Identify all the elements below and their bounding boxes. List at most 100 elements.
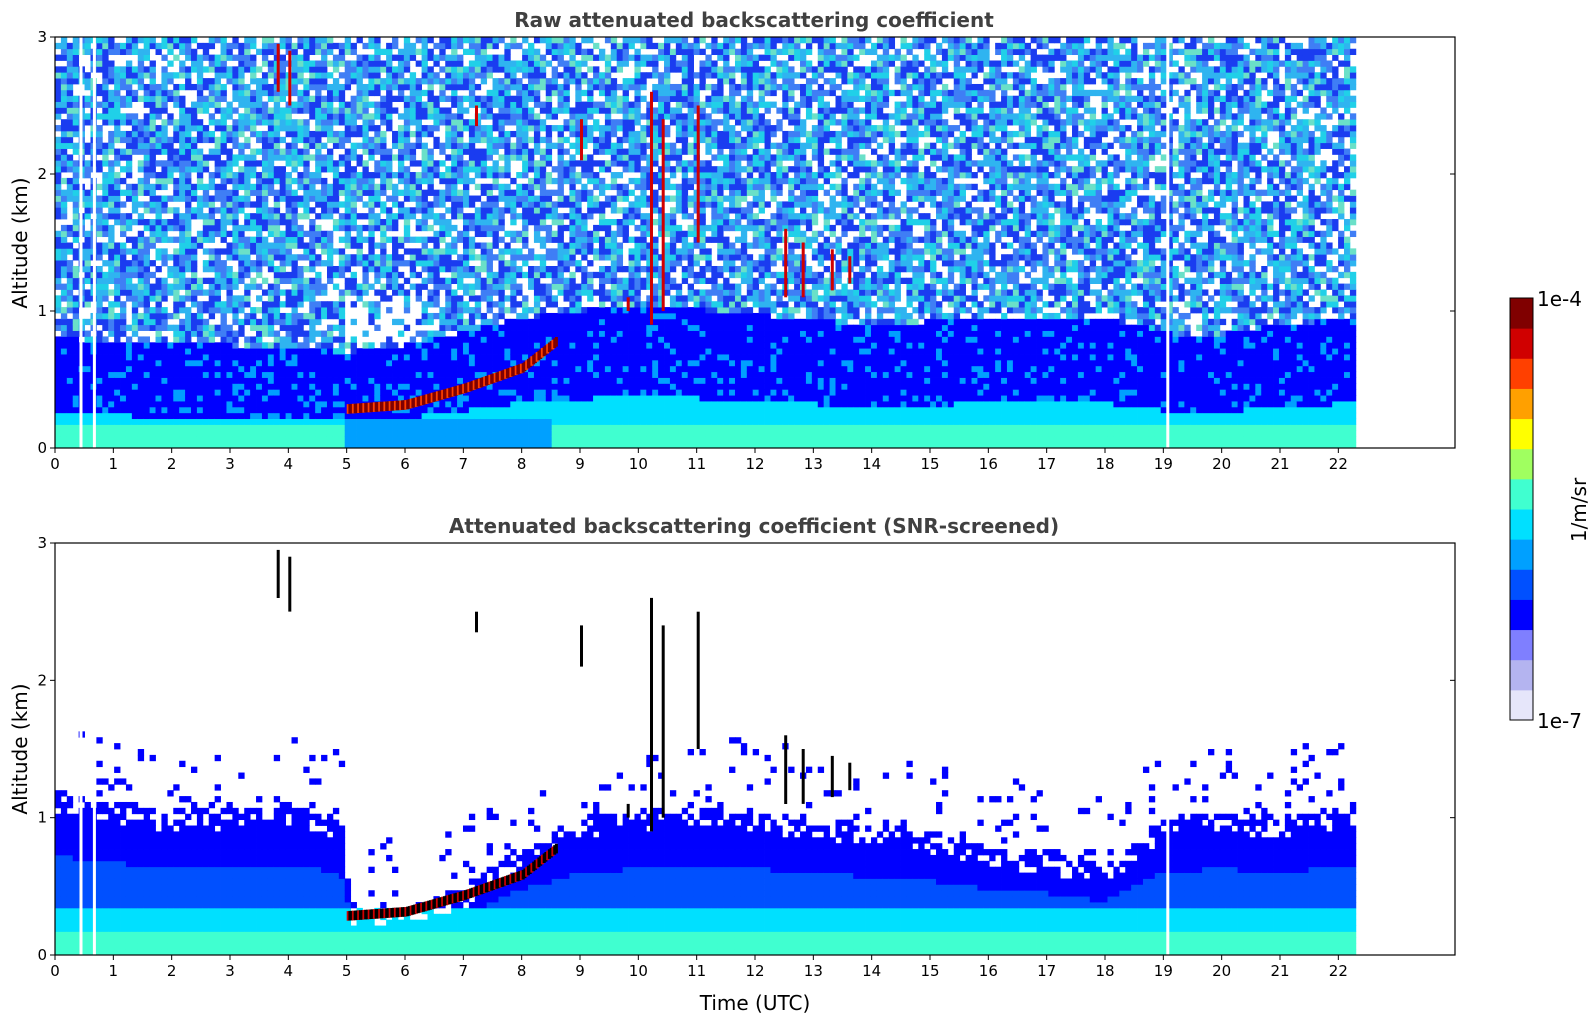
heatmap-cell: [439, 254, 445, 260]
heatmap-cell: [475, 430, 481, 436]
heatmap-cell: [274, 389, 280, 395]
heatmap-cell: [404, 425, 410, 431]
heatmap-cell: [481, 243, 487, 249]
heatmap-cell: [498, 383, 504, 389]
heatmap-cell: [516, 143, 522, 149]
heatmap-cell: [61, 160, 67, 166]
heatmap-cell: [274, 107, 280, 113]
heatmap-cell: [114, 154, 120, 160]
heatmap-cell: [108, 196, 114, 202]
heatmap-cell: [416, 237, 422, 243]
heatmap-cell: [96, 272, 102, 278]
heatmap-cell: [280, 301, 286, 307]
heatmap-cell: [167, 436, 173, 442]
heatmap-cell: [333, 84, 339, 90]
heatmap-cell: [327, 201, 333, 207]
heatmap-cell: [410, 237, 416, 243]
heatmap-cell: [203, 278, 209, 284]
heatmap-cell: [161, 372, 167, 378]
heatmap-cell: [345, 184, 351, 190]
heatmap-cell: [173, 154, 179, 160]
heatmap-cell: [132, 254, 138, 260]
heatmap-cell: [339, 49, 345, 55]
heatmap-cell: [150, 166, 156, 172]
heatmap-cell: [286, 125, 292, 131]
heatmap-cell: [510, 342, 516, 348]
heatmap-cell: [156, 389, 162, 395]
heatmap-cell: [221, 125, 227, 131]
heatmap-cell: [546, 366, 552, 372]
heatmap-cell: [156, 348, 162, 354]
heatmap-cell: [185, 131, 191, 137]
heatmap-cell: [138, 289, 144, 295]
heatmap-cell: [534, 166, 540, 172]
heatmap-cell: [102, 348, 108, 354]
heatmap-cell: [156, 137, 162, 143]
heatmap-cell: [144, 84, 150, 90]
heatmap-cell: [221, 301, 227, 307]
heatmap-cell: [534, 289, 540, 295]
heatmap-cell: [404, 378, 410, 384]
heatmap-cell: [297, 72, 303, 78]
heatmap-cell: [552, 55, 558, 61]
heatmap-cell: [144, 154, 150, 160]
heatmap-cell: [161, 102, 167, 108]
heatmap-cell: [481, 43, 487, 49]
heatmap-cell: [558, 154, 564, 160]
heatmap-cell: [138, 295, 144, 301]
heatmap-cell: [150, 154, 156, 160]
heatmap-cell: [475, 307, 481, 313]
heatmap-cell: [516, 231, 522, 237]
heatmap-cell: [528, 378, 534, 384]
heatmap-cell: [67, 301, 73, 307]
heatmap-cell: [61, 178, 67, 184]
heatmap-cell: [552, 272, 558, 278]
heatmap-cell: [274, 137, 280, 143]
heatmap-cell: [138, 254, 144, 260]
heatmap-cell: [215, 278, 221, 284]
heatmap-cell: [203, 102, 209, 108]
heatmap-cell: [493, 313, 499, 319]
heatmap-cell: [469, 413, 475, 419]
heatmap-cell: [303, 166, 309, 172]
heatmap-cell: [398, 137, 404, 143]
heatmap-cell: [404, 125, 410, 131]
heatmap-cell: [380, 260, 386, 266]
heatmap-cell: [522, 231, 528, 237]
heatmap-cell: [297, 196, 303, 202]
heatmap-cell: [161, 96, 167, 102]
heatmap-cell: [481, 360, 487, 366]
heatmap-cell: [357, 172, 363, 178]
heatmap-cell: [226, 131, 232, 137]
heatmap-cell: [380, 348, 386, 354]
heatmap-cell: [445, 113, 451, 119]
heatmap-cell: [221, 325, 227, 331]
heatmap-cell: [380, 107, 386, 113]
heatmap-cell: [161, 389, 167, 395]
heatmap-cell: [558, 395, 564, 401]
heatmap-cell: [339, 190, 345, 196]
heatmap-cell: [510, 196, 516, 202]
heatmap-cell: [309, 378, 315, 384]
heatmap-cell: [451, 113, 457, 119]
heatmap-cell: [161, 360, 167, 366]
heatmap-cell: [297, 178, 303, 184]
heatmap-cell: [469, 166, 475, 172]
heatmap-cell: [185, 295, 191, 301]
heatmap-cell: [102, 401, 108, 407]
heatmap-cell: [156, 178, 162, 184]
heatmap-cell: [215, 172, 221, 178]
heatmap-cell: [498, 219, 504, 225]
heatmap-cell: [144, 301, 150, 307]
heatmap-cell: [345, 160, 351, 166]
heatmap-cell: [280, 166, 286, 172]
heatmap-cell: [268, 49, 274, 55]
heatmap-cell: [410, 383, 416, 389]
heatmap-cell: [487, 96, 493, 102]
heatmap-cell: [250, 342, 256, 348]
heatmap-cell: [404, 96, 410, 102]
heatmap-cell: [232, 154, 238, 160]
heatmap-cell: [138, 366, 144, 372]
heatmap-cell: [404, 154, 410, 160]
heatmap-cell: [244, 395, 250, 401]
